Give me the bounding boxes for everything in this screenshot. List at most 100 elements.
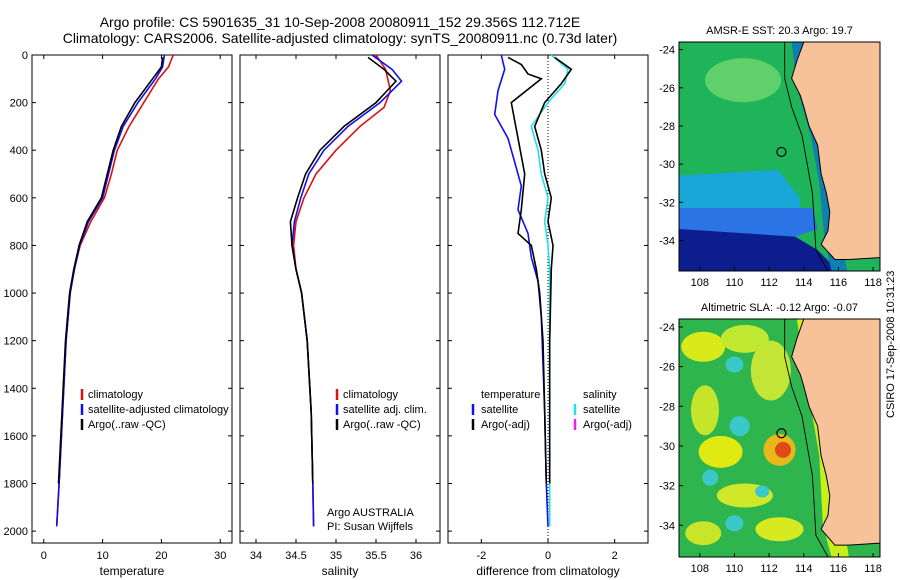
- x-tick-label: 10: [96, 550, 108, 562]
- sst-cold-region: [679, 229, 839, 271]
- series-line: [533, 56, 573, 484]
- legend-entry: Argo(-adj): [583, 419, 632, 431]
- argo-float-marker: [776, 428, 787, 439]
- legend-entry: Argo(-adj): [481, 419, 530, 431]
- panel-frame: [239, 54, 441, 544]
- x-axis-label: salinity: [322, 564, 359, 578]
- x-tick-label: 116: [830, 277, 848, 289]
- annotation-pi: PI: Susan Wijffels: [327, 521, 413, 533]
- x-axis-label: temperature: [100, 564, 165, 578]
- x-tick-label: 0: [545, 550, 551, 562]
- sla-anomaly-patch: [681, 331, 726, 362]
- series-line: [57, 57, 164, 484]
- x-tick-label: 116: [830, 563, 848, 575]
- legend-entry: satellite-adjusted climatology: [88, 404, 229, 416]
- x-tick-label: 2: [612, 550, 618, 562]
- sla-map-panel: Altimetric SLA: -0.12 Argo: -0.07 108 110 1…: [659, 302, 882, 575]
- map-frame: [678, 41, 881, 272]
- y-tick-label: -24: [659, 45, 675, 57]
- shelf-contour: [784, 319, 829, 557]
- x-tick-label: 34.5: [285, 550, 306, 562]
- profile-panel-3: -2 0 2 difference from climatology temperatu…: [447, 54, 649, 578]
- y-tick-label: 1000: [4, 288, 28, 300]
- series-line: [289, 56, 398, 484]
- x-tick-label: 0: [41, 550, 47, 562]
- y-tick-label: -30: [659, 159, 675, 171]
- x-tick-label: 108: [691, 277, 709, 289]
- legend-entry: Argo(..raw -QC): [343, 419, 421, 431]
- x-tick-label: 118: [864, 277, 882, 289]
- sla-low-patch: [725, 356, 744, 373]
- y-tick-label: -32: [659, 197, 675, 209]
- map-frame: [678, 318, 881, 558]
- y-tick-label: -34: [659, 235, 675, 247]
- y-tick-label: -34: [659, 520, 675, 532]
- legend-entry: climatology: [343, 389, 399, 401]
- y-tick-label: -28: [659, 401, 675, 413]
- sla-anomaly-patch: [685, 521, 722, 546]
- y-tick-label: 800: [10, 240, 28, 252]
- y-tick-label: -24: [659, 322, 675, 334]
- y-tick-label: -30: [659, 441, 675, 453]
- x-tick-label: 34: [250, 550, 262, 562]
- sla-low-patch: [729, 416, 750, 437]
- x-tick-label: 112: [760, 277, 778, 289]
- y-tick-label: 1400: [4, 383, 28, 395]
- x-tick-label: 36: [410, 550, 422, 562]
- x-tick-label: 110: [726, 563, 744, 575]
- legend-entry: satellite adj. clim.: [343, 404, 427, 416]
- legend-entry: temperature: [481, 389, 540, 401]
- sst-warm-patch: [705, 58, 782, 103]
- y-tick-label: -26: [659, 83, 675, 95]
- legend-entry: satellite: [583, 404, 620, 416]
- series-line: [507, 56, 548, 484]
- x-tick-label: 112: [760, 563, 778, 575]
- sla-anomaly-patch: [750, 340, 791, 401]
- profile-panel-2: 34 34.5 35 35.5 36 salinity climatology satelli…: [239, 54, 441, 578]
- y-tick-label: 1600: [4, 431, 28, 443]
- y-tick-label: -28: [659, 121, 675, 133]
- y-tick-label: 1800: [4, 478, 28, 490]
- sla-anomaly-patch: [774, 441, 791, 458]
- land-mass: [791, 42, 880, 271]
- legend-entry: Argo(..raw -QC): [88, 419, 166, 431]
- shelf-contour: [784, 42, 829, 271]
- x-tick-label: 110: [726, 277, 744, 289]
- y-tick-label: 1200: [4, 336, 28, 348]
- figure-title-line-1: Argo profile: CS 5901635_31 10-Sep-2008 …: [99, 14, 581, 30]
- y-tick-label: -26: [659, 362, 675, 374]
- figure-title-line-2: Climatology: CARS2006. Satellite-adjuste…: [62, 30, 618, 46]
- y-tick-label: -32: [659, 481, 675, 493]
- x-tick-label: 108: [691, 563, 709, 575]
- map-field: [679, 319, 880, 557]
- map-title: Altimetric SLA: -0.12 Argo: -0.07: [701, 302, 858, 314]
- legend-entry: salinity: [583, 389, 617, 401]
- x-tick-label: 114: [795, 563, 813, 575]
- y-tick-label: 200: [10, 98, 28, 110]
- x-tick-label: 20: [155, 550, 167, 562]
- land-mass: [791, 319, 880, 557]
- legend-entry: satellite: [481, 404, 518, 416]
- x-tick-label: 114: [795, 277, 813, 289]
- x-tick-label: 35: [330, 550, 342, 562]
- argo-float-marker: [776, 146, 787, 158]
- profile-panel-1: 0 10 20 30 0 200 400 600 800 1000 1200 1400 1600 1800…: [4, 50, 233, 578]
- y-tick-label: 2000: [4, 526, 28, 538]
- sla-anomaly-patch: [720, 324, 769, 353]
- y-tick-label: 0: [22, 50, 28, 62]
- sst-blue-band: [679, 208, 818, 237]
- side-credit-label: CSIRO 17-Sep-2008 10:31:23: [885, 270, 897, 418]
- y-tick-label: 600: [10, 193, 28, 205]
- sla-low-patch: [725, 515, 744, 532]
- x-axis-label: difference from climatology: [476, 564, 619, 578]
- annotation-argo-australia: Argo AUSTRALIA: [327, 507, 414, 519]
- sla-low-patch: [755, 485, 770, 498]
- x-tick-label: 118: [864, 563, 882, 575]
- x-tick-label: 30: [214, 550, 226, 562]
- x-tick-label: -2: [476, 550, 486, 562]
- sla-low-patch: [702, 469, 719, 486]
- panel-frame: [31, 54, 233, 544]
- sst-map-panel: AMSR-E SST: 20.3 Argo: 19.7 108 110 112 114 1…: [659, 25, 882, 289]
- sla-anomaly-patch: [690, 385, 719, 436]
